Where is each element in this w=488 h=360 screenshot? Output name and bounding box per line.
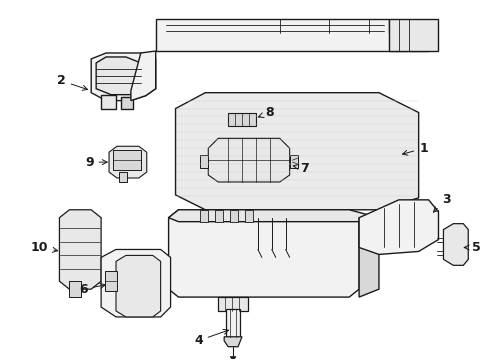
Polygon shape <box>96 57 141 95</box>
Polygon shape <box>109 146 146 178</box>
Text: 4: 4 <box>194 329 228 347</box>
Polygon shape <box>200 155 208 168</box>
Bar <box>218 297 247 311</box>
Polygon shape <box>244 210 252 222</box>
Polygon shape <box>168 210 358 297</box>
Polygon shape <box>224 337 242 347</box>
Text: 2: 2 <box>57 74 87 90</box>
Polygon shape <box>230 210 238 222</box>
Polygon shape <box>101 249 170 317</box>
Text: 3: 3 <box>432 193 450 212</box>
Polygon shape <box>69 281 81 297</box>
Polygon shape <box>119 172 127 182</box>
Polygon shape <box>91 53 155 100</box>
Polygon shape <box>131 51 155 100</box>
Text: 9: 9 <box>85 156 107 168</box>
Polygon shape <box>175 93 418 210</box>
Polygon shape <box>121 96 133 109</box>
Polygon shape <box>358 218 378 297</box>
Bar <box>105 271 117 291</box>
Polygon shape <box>60 210 101 289</box>
Polygon shape <box>443 224 468 265</box>
Text: 10: 10 <box>31 241 58 254</box>
Polygon shape <box>168 210 378 231</box>
Polygon shape <box>358 200 438 255</box>
Polygon shape <box>230 357 236 360</box>
Polygon shape <box>200 210 208 222</box>
Bar <box>388 19 438 51</box>
Polygon shape <box>289 155 297 168</box>
Polygon shape <box>155 19 427 51</box>
Text: 6: 6 <box>79 283 105 296</box>
Bar <box>113 150 141 170</box>
Polygon shape <box>215 210 223 222</box>
Text: 7: 7 <box>293 162 308 175</box>
Text: 1: 1 <box>402 142 427 155</box>
Polygon shape <box>208 138 289 182</box>
Text: 5: 5 <box>463 241 480 254</box>
Polygon shape <box>101 95 116 109</box>
Bar <box>225 309 240 337</box>
Polygon shape <box>116 255 161 317</box>
Text: 8: 8 <box>258 106 274 119</box>
Bar <box>228 113 255 126</box>
